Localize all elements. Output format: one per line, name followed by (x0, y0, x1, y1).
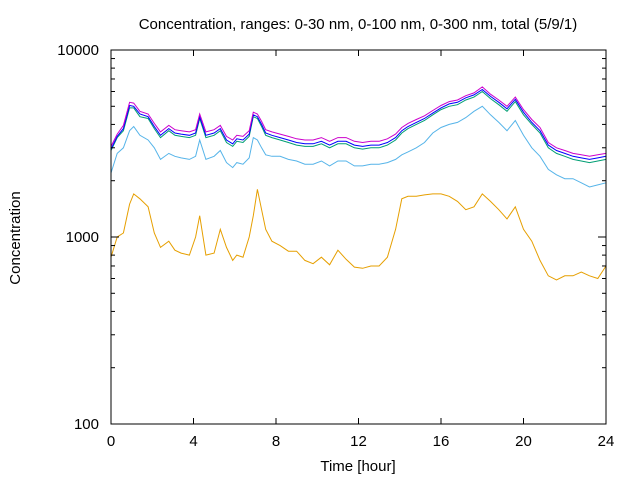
x-tick-label: 20 (515, 433, 532, 450)
x-tick-label: 0 (107, 433, 115, 450)
series-layer (110, 86, 607, 281)
x-tick-label: 12 (350, 433, 367, 450)
series-line-2 (110, 105, 607, 188)
series-line-1 (110, 189, 607, 281)
series-line-3 (110, 90, 607, 164)
chart-title: Concentration, ranges: 0-30 nm, 0-100 nm… (139, 16, 578, 33)
y-axis-label: Concentration (7, 191, 24, 284)
x-axis-label: Time [hour] (320, 458, 395, 475)
y-tick-label: 100 (74, 416, 99, 433)
series-line-5 (110, 86, 607, 157)
x-tick-label: 8 (272, 433, 280, 450)
y-tick-label: 1000 (66, 229, 99, 246)
x-tick-label: 24 (598, 433, 615, 450)
x-tick-label: 16 (433, 433, 450, 450)
x-tick-label: 4 (189, 433, 197, 450)
y-tick-label: 10000 (57, 42, 99, 59)
ticks-layer: 0 4 8 12 16 20 24 100 1000 10000 (57, 42, 614, 450)
plot-frame (110, 49, 607, 425)
series-line-4 (110, 88, 607, 160)
